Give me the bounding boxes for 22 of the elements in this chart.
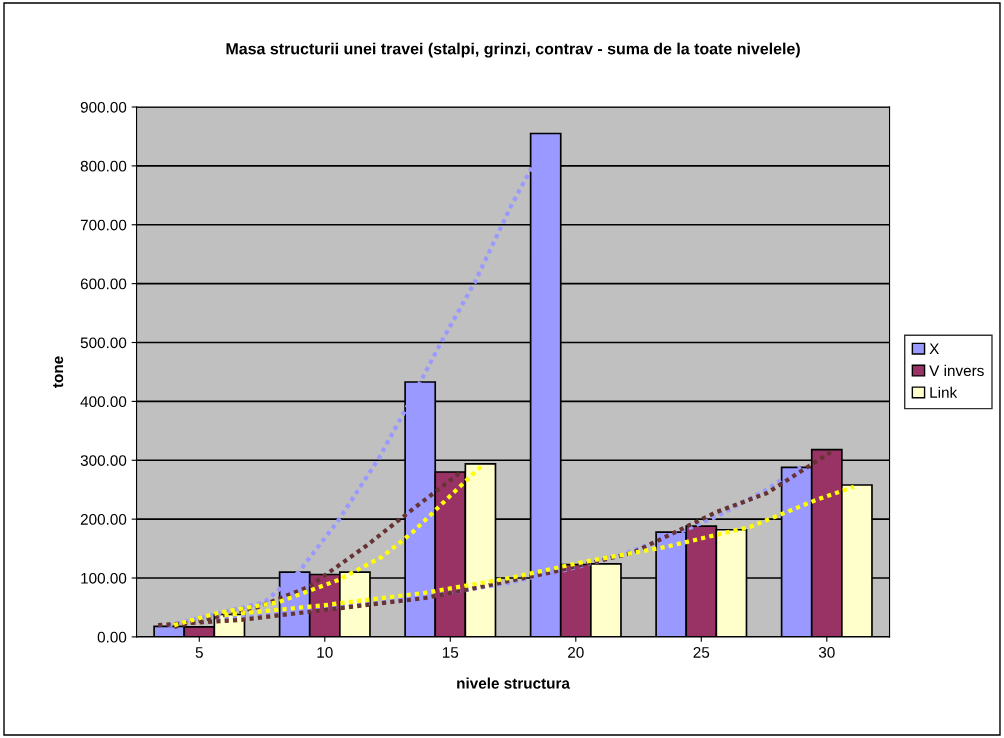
y-tick-label: 300.00 — [80, 455, 127, 466]
x-tick-label: 10 — [317, 647, 333, 658]
x-tick-label: 5 — [195, 647, 203, 658]
legend-label: Link — [930, 386, 958, 398]
x-tick-label: 20 — [568, 647, 584, 658]
x-tick-label: 30 — [818, 647, 835, 658]
y-tick-label: 600.00 — [80, 278, 127, 290]
y-tick-label: 200.00 — [80, 514, 127, 525]
chart-title: Masa structurii unei travei (stalpi, grinzi, contrav - suma de la toate nivelele) — [226, 42, 800, 58]
y-tick-label: 100.00 — [81, 572, 127, 584]
y-axis-title: tone — [53, 356, 64, 388]
legend-label: V invers — [929, 364, 984, 377]
legend-label: X — [929, 343, 940, 355]
y-tick-label: 900.00 — [80, 101, 127, 113]
y-tick-label: 700.00 — [80, 219, 127, 231]
y-tick-label: 0.00 — [97, 631, 127, 643]
x-tick-label: 15 — [442, 647, 459, 658]
x-tick-label: 25 — [693, 647, 710, 658]
x-axis-title: nivele structura — [457, 677, 571, 689]
y-tick-label: 500.00 — [80, 337, 127, 349]
y-tick-label: 400.00 — [80, 396, 127, 408]
y-tick-label: 800.00 — [80, 160, 127, 172]
